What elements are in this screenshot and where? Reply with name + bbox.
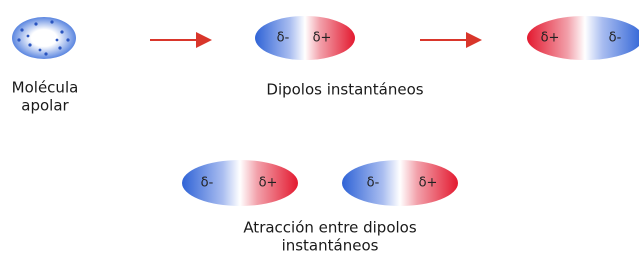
dipole — [342, 160, 458, 206]
charge-label: δ- — [277, 31, 290, 46]
charge-label: δ+ — [259, 176, 278, 191]
caption: instantáneos — [282, 237, 379, 255]
caption: Atracción entre dipolos — [243, 219, 417, 237]
diagram: Molécula apolar δ- δ+ Dipolos instantáne… — [0, 0, 639, 256]
apolar-molecule — [12, 17, 76, 59]
charge-label: δ- — [201, 176, 214, 191]
molecule-label: apolar — [21, 97, 69, 115]
charge-label: δ- — [609, 31, 622, 46]
charge-label: δ- — [367, 176, 380, 191]
molecule-label: Molécula — [12, 79, 79, 97]
charge-label: δ+ — [419, 176, 438, 191]
dipole — [182, 160, 298, 206]
caption: Dipolos instantáneos — [266, 81, 423, 99]
charge-label: δ+ — [313, 31, 332, 46]
charge-label: δ+ — [541, 31, 560, 46]
dipole — [255, 16, 355, 60]
